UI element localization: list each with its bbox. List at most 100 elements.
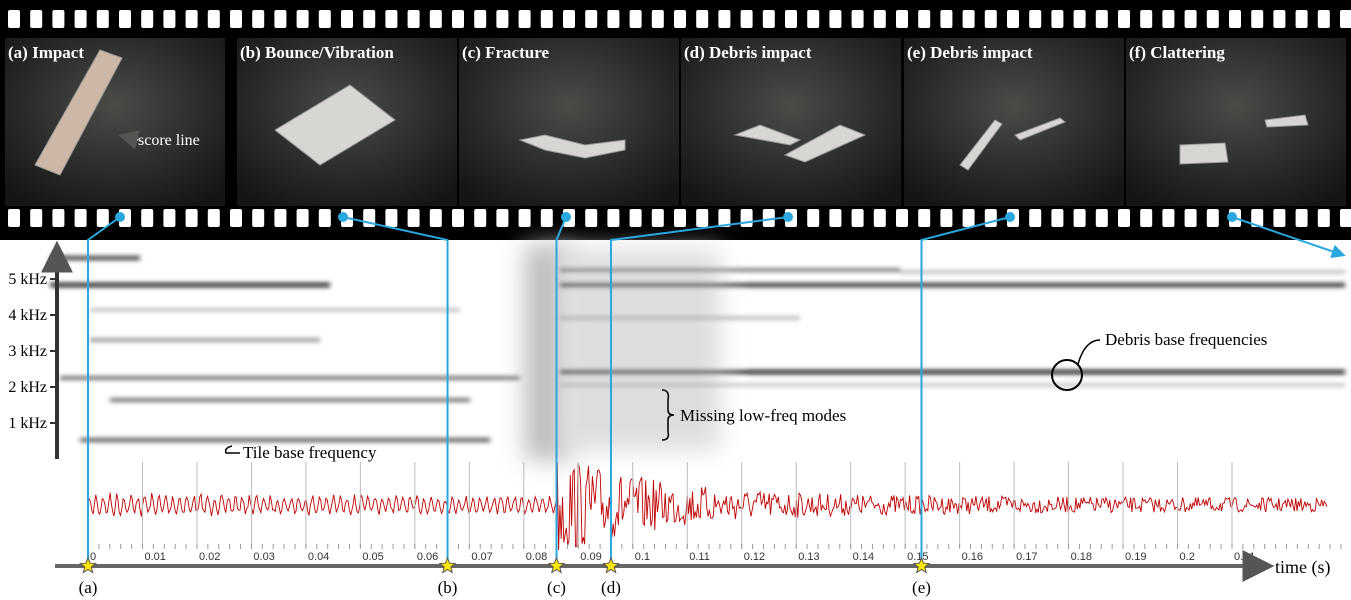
- sprocket-hole: [963, 10, 975, 28]
- sprocket-hole: [186, 10, 198, 28]
- sprocket-hole: [385, 209, 397, 227]
- connector-dot: [561, 212, 571, 222]
- event-label: (d): [601, 578, 621, 597]
- sprocket-hole: [896, 10, 908, 28]
- sprocket-hole: [30, 10, 42, 28]
- sprocket-hole: [741, 10, 753, 28]
- sprocket-hole: [297, 10, 309, 28]
- sprocket-hole: [97, 10, 109, 28]
- sprocket-hole: [30, 209, 42, 227]
- sprocket-hole: [585, 209, 597, 227]
- sprocket-hole: [1051, 10, 1063, 28]
- x-tick-label: 0.16: [962, 551, 983, 563]
- x-tick-label: 0.18: [1071, 551, 1092, 563]
- x-tick-label: 0.21: [1234, 551, 1255, 563]
- connector-dot: [783, 212, 793, 222]
- x-tick-label: 0.1: [635, 551, 650, 563]
- sprocket-hole: [1273, 10, 1285, 28]
- sprocket-hole: [1207, 209, 1219, 227]
- sprocket-hole: [1185, 10, 1197, 28]
- axis-title: time (s): [1275, 557, 1331, 578]
- sprocket-hole: [1007, 10, 1019, 28]
- panel-label: (f) Clattering: [1129, 43, 1225, 62]
- panel-label: (d) Debris impact: [684, 43, 812, 62]
- annotation: score line: [138, 132, 200, 149]
- panel-label: (c) Fracture: [462, 43, 549, 62]
- sprocket-hole: [1162, 209, 1174, 227]
- sprocket-hole: [607, 209, 619, 227]
- sprocket-hole: [563, 10, 575, 28]
- x-tick-label: 0.13: [798, 551, 819, 563]
- annotation: Tile base frequency: [243, 443, 377, 462]
- sprocket-hole: [474, 209, 486, 227]
- photo-frame: [681, 38, 901, 206]
- x-tick-label: 0.03: [253, 551, 274, 563]
- sprocket-hole: [163, 209, 175, 227]
- sprocket-hole: [1162, 10, 1174, 28]
- sprocket-hole: [696, 10, 708, 28]
- sprocket-hole: [674, 209, 686, 227]
- sprocket-hole: [75, 10, 87, 28]
- x-tick-label: 0.01: [144, 551, 165, 563]
- waveform-trace: [88, 462, 1327, 550]
- sprocket-hole: [785, 10, 797, 28]
- event-star: [603, 558, 618, 573]
- event-label: (e): [912, 578, 931, 597]
- sprocket-hole: [75, 209, 87, 227]
- sprocket-hole: [408, 10, 420, 28]
- x-tick-label: 0.15: [907, 551, 928, 563]
- photo-frame: [1126, 38, 1346, 206]
- sprocket-hole: [141, 209, 153, 227]
- sprocket-hole: [874, 10, 886, 28]
- y-tick-label: 3 kHz: [8, 343, 47, 360]
- panel-label: (a) Impact: [8, 43, 84, 62]
- x-tick-label: 0.05: [362, 551, 383, 563]
- spectrogram: [50, 245, 1345, 460]
- event-star: [549, 558, 564, 573]
- sprocket-hole: [1318, 209, 1330, 227]
- sprocket-hole: [696, 209, 708, 227]
- panel-label: (e) Debris impact: [907, 43, 1033, 62]
- sprocket-hole: [208, 209, 220, 227]
- sprocket-hole: [940, 10, 952, 28]
- x-tick-label: 0.2: [1180, 551, 1195, 563]
- sprocket-hole: [141, 10, 153, 28]
- sprocket-hole: [1096, 209, 1108, 227]
- sprocket-hole: [496, 209, 508, 227]
- sprocket-hole: [807, 209, 819, 227]
- figure: (a) Impact(b) Bounce/Vibration(c) Fractu…: [0, 0, 1351, 600]
- x-tick-label: 0.11: [689, 551, 710, 563]
- sprocket-hole: [363, 10, 375, 28]
- sprocket-hole: [541, 10, 553, 28]
- sprocket-hole: [1273, 209, 1285, 227]
- waveform: [88, 462, 1327, 550]
- sprocket-hole: [1051, 209, 1063, 227]
- sprocket-hole: [519, 10, 531, 28]
- connector: [343, 217, 448, 566]
- sprocket-hole: [186, 209, 198, 227]
- sprocket-hole: [52, 10, 64, 28]
- sprocket-hole: [8, 10, 20, 28]
- connector-dot: [1005, 212, 1015, 222]
- x-tick-label: 0.04: [308, 551, 329, 563]
- sprocket-hole: [1296, 209, 1308, 227]
- sprocket-hole: [430, 209, 442, 227]
- sprocket-hole: [985, 209, 997, 227]
- sprocket-hole: [319, 10, 331, 28]
- sprocket-hole: [496, 10, 508, 28]
- sprocket-hole: [1340, 209, 1351, 227]
- sprocket-hole: [385, 10, 397, 28]
- annotation-leader: [1078, 340, 1100, 364]
- sprocket-hole: [940, 209, 952, 227]
- sprocket-hole: [852, 209, 864, 227]
- connector-dot: [115, 212, 125, 222]
- sprocket-hole: [1318, 10, 1330, 28]
- sprocket-hole: [985, 10, 997, 28]
- sprocket-hole: [274, 10, 286, 28]
- sprocket-hole: [1140, 209, 1152, 227]
- sprocket-hole: [1118, 10, 1130, 28]
- sprocket-hole: [1251, 10, 1263, 28]
- sprocket-hole: [430, 10, 442, 28]
- x-tick-label: 0.19: [1125, 551, 1146, 563]
- sprocket-hole: [896, 209, 908, 227]
